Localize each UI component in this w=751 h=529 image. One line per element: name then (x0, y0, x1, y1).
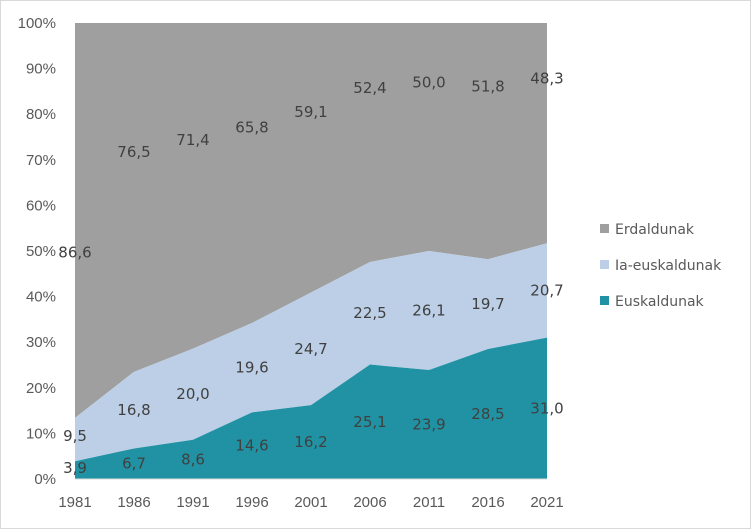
data-label: 23,9 (412, 416, 445, 434)
x-tick-label: 1981 (58, 494, 91, 511)
data-label: 19,7 (471, 295, 504, 313)
data-label: 20,7 (530, 281, 563, 299)
x-tick-label: 1991 (176, 494, 209, 511)
data-label: 19,6 (235, 359, 268, 377)
x-tick-label: 2016 (471, 494, 504, 511)
y-tick-label: 70% (26, 152, 56, 169)
legend-swatch (600, 224, 609, 233)
data-label: 71,4 (176, 131, 209, 149)
x-tick-label: 1986 (117, 494, 150, 511)
data-label: 22,5 (353, 304, 386, 322)
data-label: 31,0 (530, 399, 563, 417)
y-tick-label: 90% (26, 61, 56, 78)
x-tick-label: 2021 (530, 494, 563, 511)
data-label: 51,8 (471, 77, 504, 95)
legend-swatch (600, 296, 609, 305)
data-label: 9,5 (63, 427, 87, 445)
y-tick-label: 0% (34, 471, 56, 488)
data-label: 25,1 (353, 413, 386, 431)
x-tick-label: 2001 (294, 494, 327, 511)
area-ia-euskaldunak (75, 243, 547, 462)
data-label: 8,6 (181, 450, 205, 468)
y-tick-label: 40% (26, 289, 56, 306)
y-tick-label: 50% (26, 243, 56, 260)
legend-label: Erdaldunak (615, 222, 695, 238)
legend-label: Euskaldunak (615, 294, 705, 310)
y-tick-label: 20% (26, 380, 56, 397)
data-label: 52,4 (353, 79, 386, 97)
data-label: 6,7 (122, 455, 146, 473)
data-label: 59,1 (294, 103, 327, 121)
data-label: 24,7 (294, 340, 327, 358)
legend-swatch (600, 260, 609, 269)
y-tick-label: 10% (26, 425, 56, 442)
data-label: 86,6 (58, 243, 91, 261)
y-tick-label: 60% (26, 197, 56, 214)
data-label: 16,2 (294, 433, 327, 451)
y-tick-label: 80% (26, 106, 56, 123)
data-label: 28,5 (471, 405, 504, 423)
data-label: 3,9 (63, 459, 87, 477)
data-label: 65,8 (235, 118, 268, 136)
y-tick-label: 30% (26, 334, 56, 351)
y-tick-label: 100% (18, 15, 56, 32)
data-label: 16,8 (117, 401, 150, 419)
data-label: 14,6 (235, 437, 268, 455)
data-label: 20,0 (176, 385, 209, 403)
area-erdaldunak (75, 23, 547, 418)
data-label: 26,1 (412, 302, 445, 320)
data-label: 76,5 (117, 143, 150, 161)
x-tick-label: 1996 (235, 494, 268, 511)
data-label: 48,3 (530, 69, 563, 87)
legend-label: Ia-euskaldunak (615, 258, 722, 274)
area-euskaldunak (75, 337, 547, 479)
data-label: 50,0 (412, 73, 445, 91)
x-tick-label: 2006 (353, 494, 386, 511)
x-tick-label: 2011 (413, 494, 445, 511)
